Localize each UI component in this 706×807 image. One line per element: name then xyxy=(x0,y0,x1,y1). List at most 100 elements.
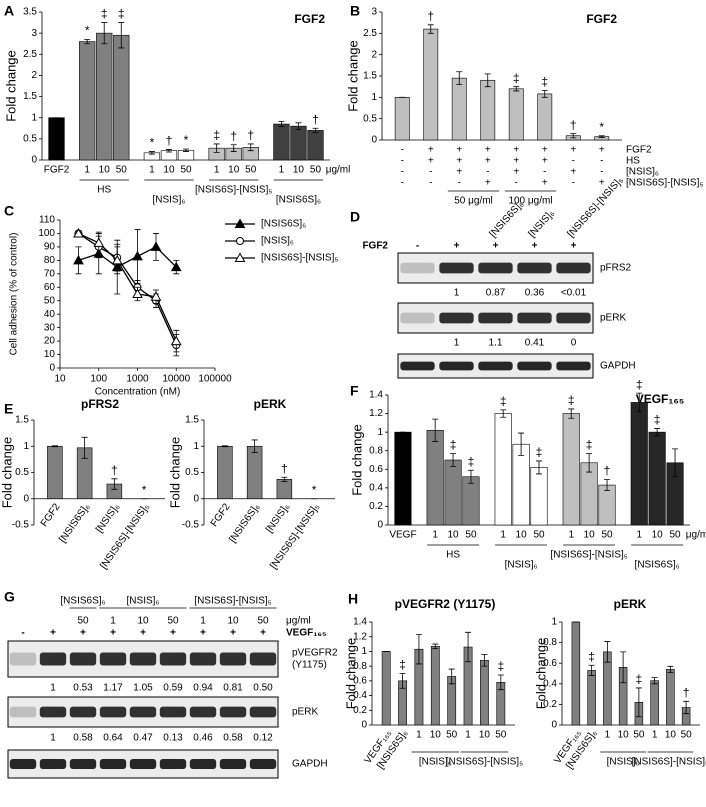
bar xyxy=(48,117,65,161)
y-tick-label: 30 xyxy=(44,322,56,333)
row-name: pVEGFR2 xyxy=(292,648,338,659)
significance: ‡ xyxy=(399,658,406,672)
condition-sign: + xyxy=(485,178,491,189)
unit-label: μg/ml xyxy=(686,530,706,541)
error-bar xyxy=(278,121,285,127)
y-tick-label: 0.4 xyxy=(353,690,367,701)
error-bar xyxy=(118,22,125,49)
error-bar xyxy=(448,668,455,685)
error-bar xyxy=(111,478,118,490)
bar xyxy=(307,130,324,161)
y-tick-label: 10 xyxy=(44,349,56,360)
blot-band xyxy=(439,262,474,274)
error-bar xyxy=(513,86,520,92)
significance: ‡ xyxy=(536,445,543,459)
quantification: 0.58 xyxy=(223,733,243,744)
condition-sign: + xyxy=(542,156,548,167)
significance: ‡ xyxy=(500,394,507,408)
y-axis-label: Fold change xyxy=(343,638,358,710)
y-tick-label: 0.8 xyxy=(353,661,367,672)
y-tick-label: 0.4 xyxy=(369,482,383,493)
lane-sign: + xyxy=(230,628,236,639)
blot-band xyxy=(400,312,435,324)
panel-label: C xyxy=(4,203,14,219)
significance: ‡ xyxy=(513,71,520,85)
significance: * xyxy=(142,483,147,497)
significance: ‡ xyxy=(654,413,661,427)
y-tick-label: 0 xyxy=(193,493,199,504)
condition-label: [NSIS6S]-[NSIS]₅ xyxy=(626,178,703,189)
legend-label: [NSIS6S]₆ xyxy=(261,219,306,230)
y-tick-label: 1.2 xyxy=(353,631,367,642)
row-name: pERK xyxy=(600,313,626,324)
error-bar xyxy=(183,148,189,152)
condition-sign: - xyxy=(572,178,575,189)
bar xyxy=(113,34,130,161)
bar xyxy=(96,32,113,161)
marker xyxy=(170,335,182,346)
panel-label: D xyxy=(350,209,360,225)
condition-sign: - xyxy=(600,167,603,178)
x-tick-label: 10 xyxy=(652,530,664,541)
group-label: [NSIS]₆ xyxy=(127,596,160,607)
y-tick-label: 0.8 xyxy=(369,445,383,456)
condition-label: FGF2 xyxy=(626,145,652,156)
error-bar xyxy=(148,151,155,155)
x-tick-label: 100 xyxy=(90,374,107,385)
x-tick-label: 10 xyxy=(448,530,460,541)
x-tick-label: 100000 xyxy=(198,374,232,385)
error-bar xyxy=(484,73,491,88)
quantification: 1.05 xyxy=(133,683,153,694)
condition-sign: - xyxy=(543,167,546,178)
error-bar xyxy=(251,439,258,453)
blot-band xyxy=(159,652,187,666)
quantification: 0.41 xyxy=(525,338,545,349)
error-bar xyxy=(101,22,108,45)
x-tick-label: 1000 xyxy=(126,374,149,385)
bar xyxy=(444,459,462,526)
y-tick-label: 1 xyxy=(377,427,383,438)
bar xyxy=(512,443,530,526)
lane-sign: - xyxy=(416,241,419,252)
significance: ‡ xyxy=(468,454,475,468)
bar xyxy=(79,41,96,161)
error-bar xyxy=(281,476,288,482)
error-bar xyxy=(84,39,91,45)
bar xyxy=(530,467,548,526)
condition-sign: + xyxy=(485,145,491,156)
significance: * xyxy=(85,24,90,38)
error-bar xyxy=(312,127,319,133)
blot-band xyxy=(478,361,513,371)
significance: † xyxy=(570,118,577,132)
lane-sign: + xyxy=(260,628,266,639)
x-tick-label: 50 xyxy=(495,730,507,741)
blot-band xyxy=(556,262,591,274)
significance: † xyxy=(166,134,173,148)
quantification: 1 xyxy=(50,733,56,744)
y-tick-label: 90 xyxy=(44,242,56,253)
error-bar xyxy=(497,674,504,691)
chart-title: pVEGFR2 (Y1175) xyxy=(395,597,496,611)
y-tick-label: 0.2 xyxy=(543,699,557,710)
significance: ‡ xyxy=(568,393,575,407)
y-tick-label: 40 xyxy=(44,309,56,320)
quantification: 0.53 xyxy=(73,683,93,694)
chart-title: pERK xyxy=(254,397,287,411)
row-name: (Y1175) xyxy=(292,660,327,671)
error-bar xyxy=(672,448,679,478)
y-tick-label: 2 xyxy=(371,49,377,60)
quantification: 0.81 xyxy=(223,683,243,694)
blot-band xyxy=(129,706,157,718)
y-tick-label: 1 xyxy=(23,441,29,452)
blot-band xyxy=(400,262,435,274)
y-axis-label: Fold change xyxy=(349,424,364,496)
error-bar xyxy=(667,665,674,673)
condition-sign: + xyxy=(513,145,519,156)
quantification: 0.87 xyxy=(486,288,506,299)
dose-label: 1 xyxy=(200,616,206,627)
x-tick-label: 50 xyxy=(601,530,613,541)
blot-band xyxy=(69,652,97,666)
y-axis-label: Fold change xyxy=(3,50,18,122)
error-bar xyxy=(570,133,577,139)
x-tick-label: 10 xyxy=(163,165,175,176)
